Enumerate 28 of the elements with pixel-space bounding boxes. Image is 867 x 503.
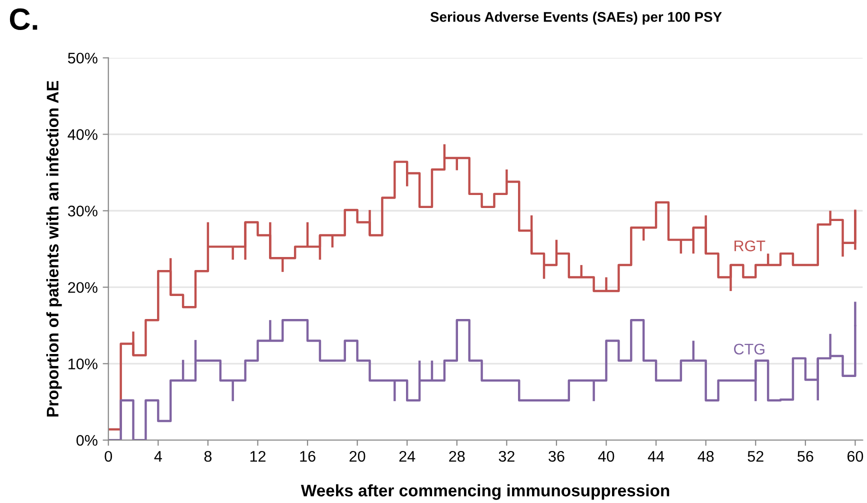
x-tick-label: 52 [748,450,764,462]
series-label: RGT [734,240,766,252]
chart-title: Serious Adverse Events (SAEs) per 100 PSY [430,12,722,25]
x-tick-label: 4 [154,451,162,462]
text: C. [10,8,38,30]
x-tick-label: 48 [698,450,714,462]
x-tick-label: 16 [300,450,316,462]
x-tick-label: 24 [399,450,416,462]
x-tick-label: 60 [847,450,864,462]
x-tick-label: 12 [250,450,266,462]
y-tick-label: 0% [76,434,98,446]
x-axis-title: Weeks after commencing immunosuppression [300,484,670,500]
y-tick-label: 40% [68,129,98,140]
x-tick-label: 32 [498,450,514,462]
y-tick-label: 30% [68,206,98,216]
y-tick-label: 20% [68,282,98,293]
x-tick-label: 40 [598,450,614,462]
x-tick-label: 28 [449,450,465,462]
x-tick-label: 56 [798,450,814,462]
x-tick-label: 36 [548,450,564,462]
x-tick-label: 0 [104,450,112,462]
y-tick-label: 50% [68,52,98,64]
x-tick-label: 8 [204,450,212,462]
y-axis-title: Proportion of patients with an infection AE [46,80,62,417]
x-tick-label: 44 [648,451,664,462]
x-tick-label: 20 [350,450,366,462]
y-tick-label: 10% [68,358,98,370]
series-label: CTG [734,344,764,355]
